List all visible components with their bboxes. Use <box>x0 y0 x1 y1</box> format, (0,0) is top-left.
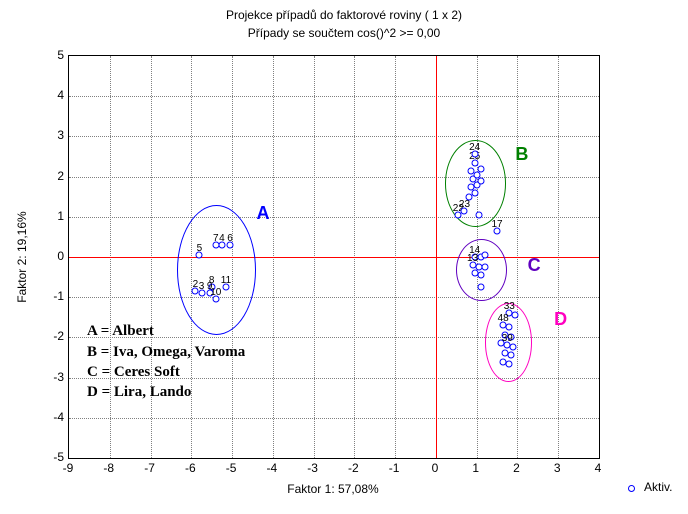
cluster-ellipse-A <box>177 205 256 336</box>
x-tick-label: -5 <box>226 461 237 475</box>
point-label: 10 <box>210 287 221 298</box>
x-tick-label: 3 <box>554 461 561 475</box>
y-tick-label: 5 <box>44 48 64 62</box>
cluster-key-line: D = Lira, Lando <box>87 382 245 402</box>
y-tick-label: 2 <box>44 169 64 183</box>
y-tick-label: 3 <box>44 128 64 142</box>
chart-container: Projekce případů do faktorové roviny ( 1… <box>0 0 688 514</box>
grid-line-h <box>69 418 599 419</box>
x-tick-label: -2 <box>348 461 359 475</box>
y-axis-label: Faktor 2: 19,16% <box>15 177 29 337</box>
cluster-key-line: B = Iva, Omega, Varoma <box>87 342 245 362</box>
x-tick-label: 0 <box>432 461 439 475</box>
x-zero-line <box>69 257 599 258</box>
point-label: 33 <box>504 301 515 312</box>
y-tick-label: 4 <box>44 88 64 102</box>
point-label: 5 <box>197 243 203 254</box>
data-point <box>481 251 488 258</box>
cluster-key: A = AlbertB = Iva, Omega, VaromaC = Cere… <box>87 321 245 402</box>
cluster-key-line: A = Albert <box>87 321 245 341</box>
point-label: 2 <box>193 279 199 290</box>
y-tick-label: -4 <box>44 410 64 424</box>
chart-title-2: Případy se součtem cos()^2 >= 0,00 <box>0 26 688 40</box>
point-label: 11 <box>221 275 231 286</box>
y-tick-label: -5 <box>44 450 64 464</box>
point-label: 7 <box>213 233 219 244</box>
x-tick-label: -9 <box>63 461 74 475</box>
data-point <box>506 360 513 367</box>
data-point <box>506 324 513 331</box>
data-point <box>477 165 484 172</box>
y-tick-label: -1 <box>44 289 64 303</box>
x-tick-label: -7 <box>144 461 155 475</box>
grid-line-h <box>69 217 599 218</box>
point-label: 6 <box>227 233 233 244</box>
data-point <box>477 272 484 279</box>
data-point <box>477 284 484 291</box>
point-label: 17 <box>492 219 503 230</box>
point-label: 24 <box>469 142 480 153</box>
data-point <box>475 211 482 218</box>
point-label: 4 <box>219 233 225 244</box>
grid-line-h <box>69 177 599 178</box>
x-axis-label: Faktor 1: 57,08% <box>68 482 598 496</box>
data-point <box>512 312 519 319</box>
legend-marker-icon <box>628 485 635 492</box>
data-point <box>473 171 480 178</box>
chart-title-1: Projekce případů do faktorové roviny ( 1… <box>0 8 688 22</box>
plot-area: A235891011746B2223252417C1413D334839A = … <box>68 55 600 459</box>
grid-line-h <box>69 136 599 137</box>
point-label: 13 <box>467 253 478 264</box>
point-label: 39 <box>502 333 513 344</box>
y-tick-label: -3 <box>44 370 64 384</box>
point-label: 3 <box>199 281 205 292</box>
x-tick-label: -1 <box>389 461 400 475</box>
legend-aktiv: Aktiv. <box>644 480 672 494</box>
data-point <box>481 264 488 271</box>
grid-line-h <box>69 297 599 298</box>
data-point <box>508 352 515 359</box>
data-point <box>471 189 478 196</box>
cluster-ellipse-C <box>456 239 507 301</box>
data-point <box>477 177 484 184</box>
cluster-label-C: C <box>528 255 541 276</box>
data-point <box>467 167 474 174</box>
x-tick-label: 2 <box>513 461 520 475</box>
cluster-label-B: B <box>515 144 528 165</box>
grid-line-h <box>69 96 599 97</box>
x-tick-label: 4 <box>595 461 602 475</box>
y-tick-label: -2 <box>44 329 64 343</box>
x-tick-label: 1 <box>472 461 479 475</box>
cluster-key-line: C = Ceres Soft <box>87 362 245 382</box>
x-tick-label: -3 <box>307 461 318 475</box>
cluster-label-A: A <box>257 203 270 224</box>
cluster-label-D: D <box>554 309 567 330</box>
point-label: 23 <box>459 199 470 210</box>
x-tick-label: -4 <box>267 461 278 475</box>
y-tick-label: 0 <box>44 249 64 263</box>
x-tick-label: -6 <box>185 461 196 475</box>
data-point <box>510 344 517 351</box>
y-tick-label: 1 <box>44 209 64 223</box>
point-label: 48 <box>498 313 509 324</box>
x-tick-label: -8 <box>103 461 114 475</box>
